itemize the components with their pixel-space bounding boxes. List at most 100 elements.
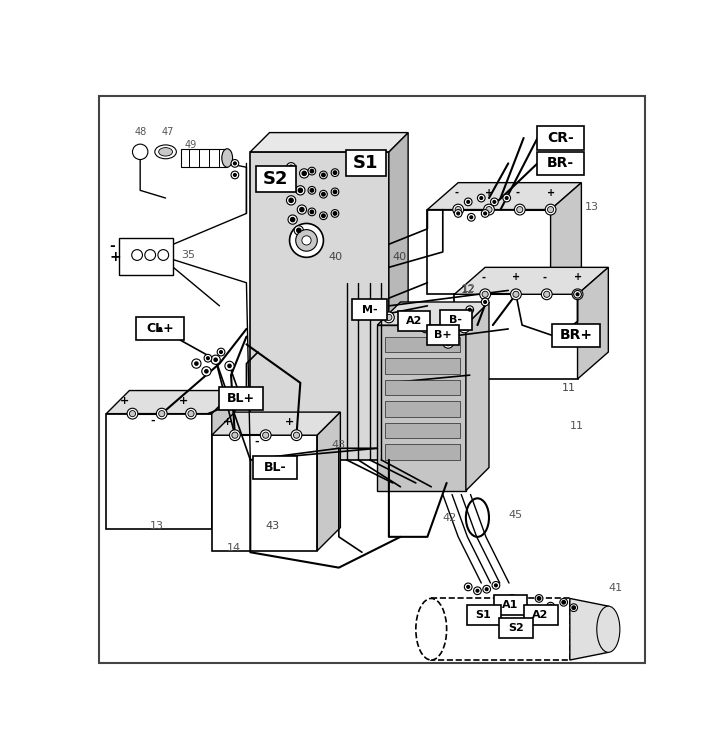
Circle shape bbox=[576, 293, 579, 296]
Circle shape bbox=[296, 186, 305, 195]
Polygon shape bbox=[212, 390, 235, 529]
Polygon shape bbox=[427, 183, 581, 210]
Text: B+: B+ bbox=[434, 330, 452, 340]
Polygon shape bbox=[455, 294, 578, 379]
Circle shape bbox=[455, 207, 461, 213]
Circle shape bbox=[486, 207, 492, 213]
Polygon shape bbox=[107, 414, 212, 529]
Text: 12: 12 bbox=[462, 284, 476, 294]
Circle shape bbox=[291, 217, 295, 222]
Circle shape bbox=[294, 226, 304, 235]
Circle shape bbox=[289, 223, 323, 257]
Text: BL+: BL+ bbox=[227, 392, 255, 405]
Bar bbox=[536, 152, 584, 175]
Circle shape bbox=[515, 205, 525, 215]
Bar bbox=[494, 595, 528, 614]
Circle shape bbox=[211, 355, 220, 365]
Circle shape bbox=[445, 340, 451, 346]
Circle shape bbox=[157, 408, 167, 419]
Polygon shape bbox=[427, 210, 550, 294]
Circle shape bbox=[574, 291, 581, 297]
Text: A2: A2 bbox=[532, 611, 549, 620]
Circle shape bbox=[520, 602, 528, 610]
Circle shape bbox=[291, 430, 302, 441]
Circle shape bbox=[467, 201, 470, 203]
Circle shape bbox=[202, 367, 211, 376]
Ellipse shape bbox=[597, 606, 620, 652]
Circle shape bbox=[485, 588, 488, 590]
Circle shape bbox=[467, 586, 470, 588]
Circle shape bbox=[513, 291, 519, 297]
Text: BR+: BR+ bbox=[560, 328, 592, 342]
Circle shape bbox=[334, 212, 336, 215]
Text: 41: 41 bbox=[608, 583, 623, 593]
Circle shape bbox=[455, 210, 462, 217]
Circle shape bbox=[310, 169, 314, 173]
Polygon shape bbox=[385, 423, 460, 438]
Polygon shape bbox=[212, 435, 318, 550]
Text: 48: 48 bbox=[135, 127, 147, 137]
Ellipse shape bbox=[416, 599, 447, 660]
Circle shape bbox=[286, 177, 296, 186]
Circle shape bbox=[297, 229, 301, 232]
Circle shape bbox=[537, 596, 541, 600]
Text: -: - bbox=[455, 188, 458, 198]
Circle shape bbox=[493, 201, 496, 203]
Polygon shape bbox=[385, 358, 460, 374]
Circle shape bbox=[484, 212, 486, 215]
Text: -: - bbox=[150, 416, 155, 426]
Circle shape bbox=[464, 198, 472, 206]
Circle shape bbox=[517, 207, 523, 213]
Bar bbox=[499, 617, 533, 638]
Polygon shape bbox=[212, 412, 340, 435]
Circle shape bbox=[302, 171, 306, 175]
Circle shape bbox=[288, 215, 297, 224]
Circle shape bbox=[218, 348, 225, 356]
Circle shape bbox=[145, 250, 156, 260]
Circle shape bbox=[133, 144, 148, 159]
Circle shape bbox=[560, 599, 568, 606]
Circle shape bbox=[510, 596, 514, 600]
Circle shape bbox=[334, 190, 336, 193]
Circle shape bbox=[320, 171, 327, 179]
Text: 40: 40 bbox=[329, 252, 343, 262]
Text: BR-: BR- bbox=[547, 156, 574, 171]
Text: -: - bbox=[481, 272, 485, 283]
Text: 14: 14 bbox=[227, 543, 241, 553]
Circle shape bbox=[262, 432, 269, 438]
Text: 43: 43 bbox=[265, 521, 280, 531]
Circle shape bbox=[508, 595, 516, 602]
Circle shape bbox=[420, 322, 431, 333]
Circle shape bbox=[298, 188, 302, 193]
Text: 49: 49 bbox=[185, 140, 197, 150]
Circle shape bbox=[308, 167, 315, 175]
Circle shape bbox=[468, 308, 471, 311]
Circle shape bbox=[129, 411, 136, 417]
Bar bbox=[467, 605, 500, 626]
Text: 43: 43 bbox=[331, 440, 345, 450]
Circle shape bbox=[459, 322, 470, 333]
Polygon shape bbox=[377, 325, 466, 490]
Circle shape bbox=[505, 197, 508, 199]
Circle shape bbox=[483, 585, 491, 593]
Circle shape bbox=[322, 193, 326, 196]
Circle shape bbox=[132, 250, 143, 260]
Text: S1: S1 bbox=[353, 154, 378, 172]
Circle shape bbox=[535, 595, 543, 602]
Circle shape bbox=[470, 216, 473, 219]
Circle shape bbox=[233, 162, 236, 165]
Circle shape bbox=[289, 165, 293, 169]
Circle shape bbox=[423, 324, 429, 330]
Circle shape bbox=[127, 408, 138, 419]
Circle shape bbox=[544, 291, 550, 297]
Circle shape bbox=[331, 188, 339, 196]
Circle shape bbox=[331, 168, 339, 177]
Circle shape bbox=[289, 199, 293, 202]
Bar bbox=[120, 238, 173, 275]
Text: S2: S2 bbox=[508, 623, 523, 632]
Circle shape bbox=[159, 328, 162, 330]
Circle shape bbox=[572, 606, 576, 609]
Circle shape bbox=[322, 173, 326, 177]
Circle shape bbox=[494, 584, 497, 587]
Text: S1: S1 bbox=[476, 611, 492, 620]
